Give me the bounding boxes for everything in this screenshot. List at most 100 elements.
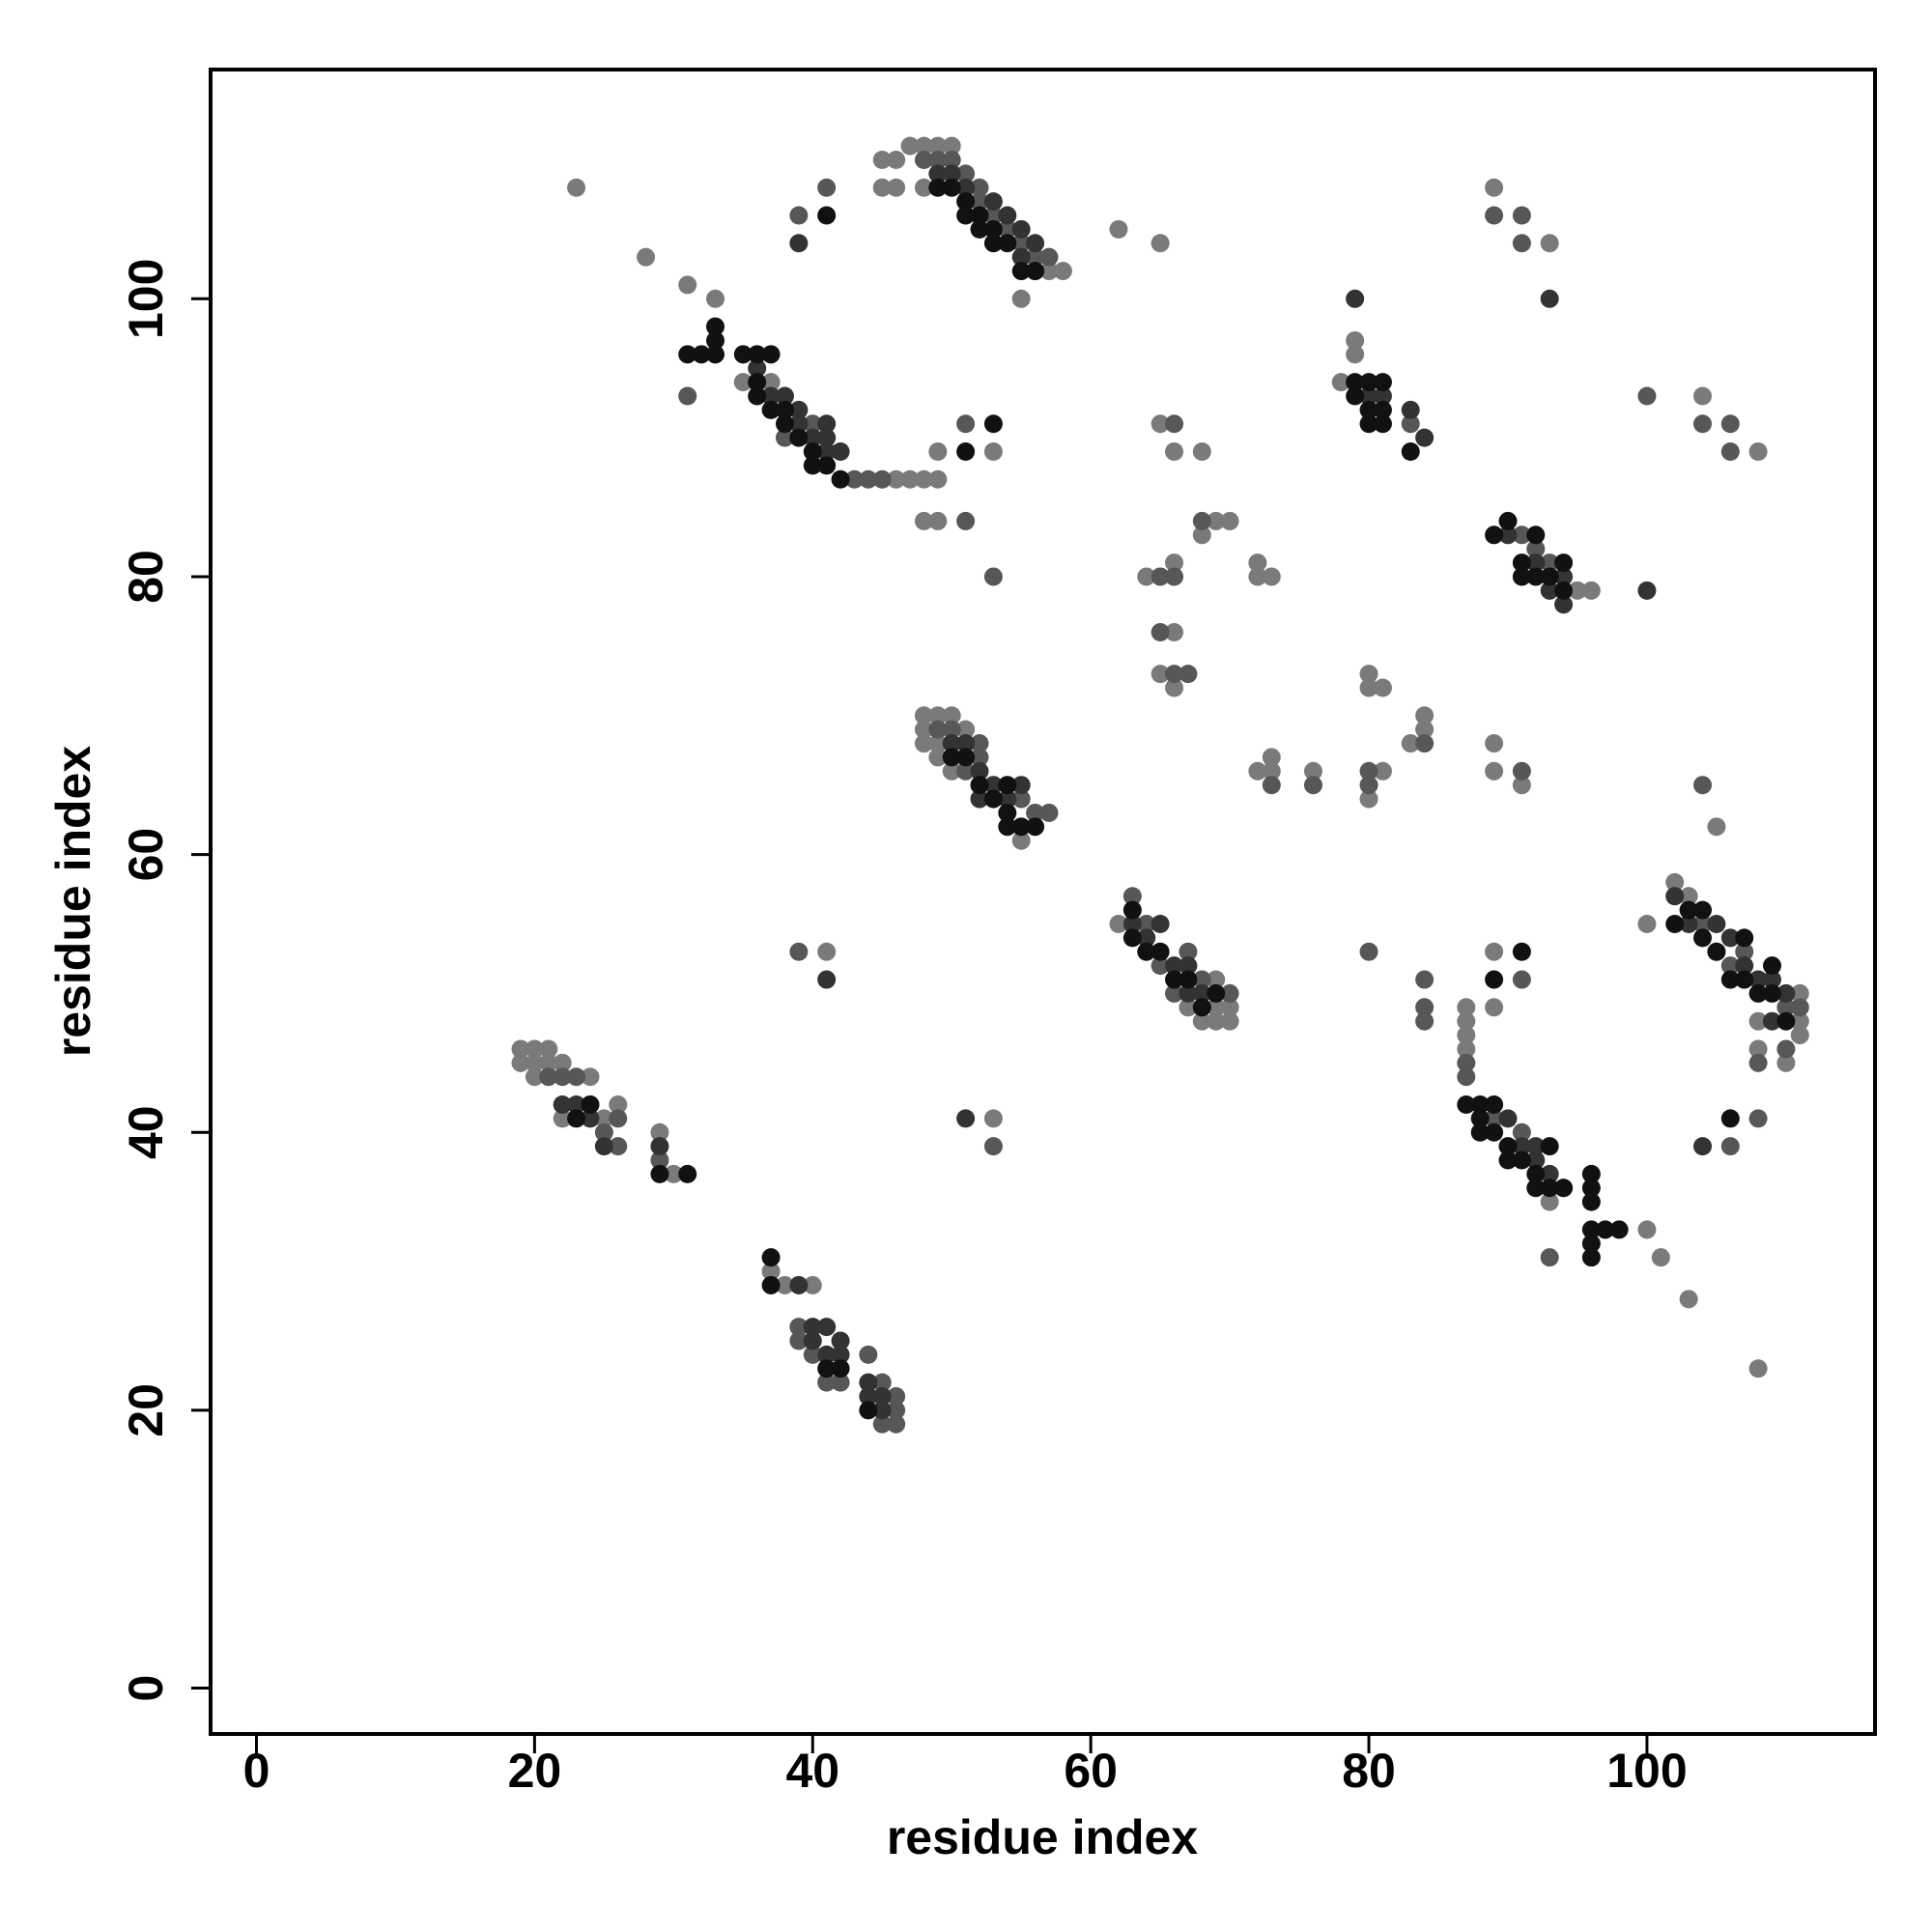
point (1109, 219, 1128, 239)
point (1179, 998, 1198, 1017)
point (1011, 234, 1031, 253)
point (1776, 983, 1796, 1003)
point (970, 178, 989, 197)
point (859, 1401, 878, 1420)
point (1498, 526, 1518, 545)
point (678, 345, 697, 364)
point (1720, 1109, 1740, 1128)
point (650, 1137, 669, 1156)
point (761, 1275, 781, 1294)
point (942, 178, 961, 197)
point (567, 178, 586, 197)
point (1568, 581, 1587, 600)
point (872, 469, 892, 489)
point (789, 1318, 809, 1337)
point (998, 803, 1017, 822)
point (831, 1359, 850, 1378)
point (803, 1331, 822, 1350)
point (956, 442, 976, 462)
point (872, 1401, 892, 1420)
point (983, 206, 1003, 225)
point (1762, 983, 1781, 1003)
point (928, 748, 948, 767)
point (1540, 234, 1559, 253)
point (1011, 831, 1031, 850)
point (817, 442, 837, 462)
point (831, 442, 850, 462)
point (1401, 734, 1420, 753)
point (1220, 511, 1239, 530)
point (1373, 414, 1392, 434)
point (1359, 373, 1378, 392)
point (983, 789, 1003, 809)
point (942, 136, 961, 156)
point (567, 1109, 586, 1128)
point (1693, 414, 1713, 434)
point (1165, 414, 1184, 434)
point (1359, 789, 1378, 809)
point (1026, 262, 1045, 281)
point (1220, 1011, 1239, 1031)
point (1748, 983, 1768, 1003)
point (1790, 998, 1809, 1017)
point (1373, 678, 1392, 697)
point (1457, 1053, 1476, 1072)
point (817, 428, 837, 447)
point (761, 400, 781, 419)
point (1776, 1039, 1796, 1059)
point (525, 1053, 544, 1072)
point (803, 1275, 822, 1294)
point (1512, 942, 1531, 961)
point (970, 789, 989, 809)
point (1373, 386, 1392, 406)
point (1359, 414, 1378, 434)
point (970, 734, 989, 753)
point (1207, 511, 1226, 530)
point (789, 400, 809, 419)
point (1207, 983, 1226, 1003)
point (1415, 734, 1435, 753)
point (1485, 1094, 1504, 1114)
point (1526, 539, 1546, 558)
point (1762, 956, 1781, 976)
point (1526, 554, 1546, 573)
point (1262, 567, 1281, 586)
point (1720, 442, 1740, 462)
point (887, 178, 906, 197)
point (1665, 915, 1685, 934)
point (1151, 942, 1170, 961)
point (1165, 665, 1184, 684)
point (887, 469, 906, 489)
point (1512, 554, 1531, 573)
point (775, 400, 794, 419)
point (594, 1137, 613, 1156)
point (1693, 928, 1713, 948)
point (1693, 915, 1713, 934)
point (1457, 998, 1476, 1017)
point (1720, 970, 1740, 989)
point (1039, 803, 1059, 822)
x-tick-label: 80 (1342, 1744, 1396, 1798)
point (567, 1094, 586, 1114)
point (789, 1275, 809, 1294)
point (1359, 400, 1378, 419)
point (1581, 1179, 1601, 1198)
point (1401, 400, 1420, 419)
point (1457, 1094, 1476, 1114)
point (970, 776, 989, 795)
point (1485, 1122, 1504, 1142)
point (1122, 928, 1142, 948)
point (956, 192, 976, 212)
point (1401, 414, 1420, 434)
point (817, 1359, 837, 1378)
point (983, 442, 1003, 462)
point (817, 1318, 837, 1337)
point (511, 1039, 530, 1059)
point (1026, 803, 1045, 822)
plot-frame (209, 68, 1877, 1736)
point (1651, 1248, 1670, 1267)
point (664, 1164, 683, 1183)
point (956, 720, 976, 739)
point (594, 1109, 613, 1128)
